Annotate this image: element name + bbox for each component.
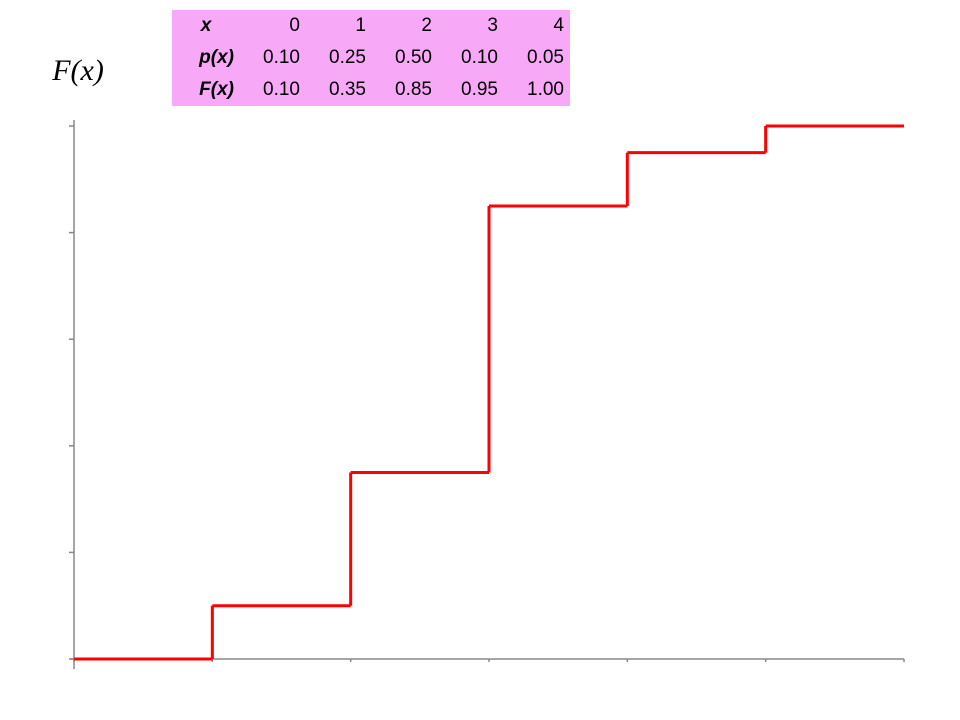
table-cell: 0.10 bbox=[461, 47, 498, 68]
table-row: p(x) 0.10 0.25 0.50 0.10 0.05 bbox=[172, 42, 570, 74]
table-row: F(x) 0.10 0.35 0.85 0.95 1.00 bbox=[172, 74, 570, 106]
table-cell: F(x) bbox=[199, 79, 234, 100]
table-cell: 3 bbox=[487, 15, 498, 36]
table-cell: 2 bbox=[421, 15, 432, 36]
table-cell: 0.25 bbox=[329, 47, 366, 68]
table-cell: 0.10 bbox=[263, 47, 300, 68]
table-cell: x bbox=[200, 15, 212, 36]
table-cell: 0.95 bbox=[461, 79, 498, 100]
table-cell: 0 bbox=[289, 15, 300, 36]
table-cell: 0.35 bbox=[329, 79, 366, 100]
table-cell: 1.00 bbox=[527, 79, 564, 100]
table-cell: 0.50 bbox=[395, 47, 432, 68]
y-axis-label: F(x) bbox=[51, 54, 104, 87]
table-row: x 0 1 2 3 4 bbox=[172, 10, 570, 42]
table-cell: 0.05 bbox=[527, 47, 564, 68]
table-cell: p(x) bbox=[199, 47, 234, 68]
table-cell: 0.85 bbox=[395, 79, 432, 100]
table-cell: 0.10 bbox=[263, 79, 300, 100]
table-cell: 1 bbox=[355, 15, 366, 36]
pmf-table: x 0 1 2 3 4 p(x) 0.10 0.25 0.50 0.10 0.05 F(x) 0.10 0.… bbox=[172, 10, 570, 106]
table-cell: 4 bbox=[553, 15, 564, 36]
